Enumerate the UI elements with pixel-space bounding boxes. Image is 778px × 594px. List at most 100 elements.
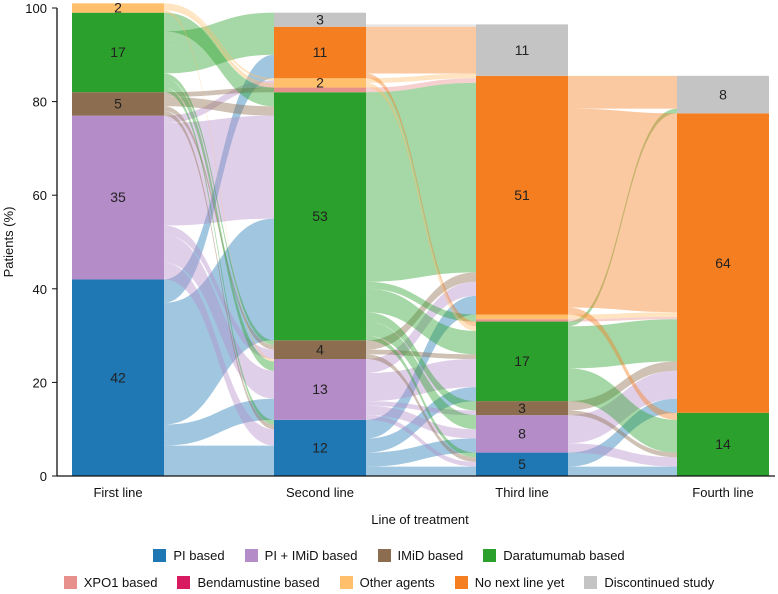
bar-segment-nonext — [476, 75, 568, 315]
flow-band — [568, 312, 677, 320]
flow-band — [164, 398, 274, 446]
y-tick-label: 20 — [33, 375, 47, 390]
bar-segment-disc — [476, 24, 568, 76]
y-tick-label: 80 — [33, 95, 47, 110]
flow-band — [366, 349, 476, 359]
flow-band — [366, 73, 476, 327]
legend-label: XPO1 based — [83, 575, 158, 590]
legend-swatch — [339, 576, 353, 589]
legend-item-benda: Bendamustine based — [177, 575, 320, 590]
bar-segment-other — [476, 314, 568, 320]
flow-band — [164, 26, 274, 74]
flow-band — [164, 225, 274, 359]
flow-band — [568, 108, 677, 313]
flow-band — [164, 263, 274, 446]
bar-segment-xpo1 — [274, 87, 366, 93]
flow-band — [568, 307, 677, 420]
flow-band — [366, 272, 476, 350]
flow-band — [568, 75, 677, 109]
flow-band — [366, 281, 476, 320]
legend-item-nonext: No next line yet — [454, 575, 565, 590]
flow-band — [164, 218, 274, 425]
flow-band — [366, 321, 476, 430]
legend-item-imid: IMiD based — [377, 548, 464, 563]
legend-label: Other agents — [359, 575, 435, 590]
legend-item-other: Other agents — [339, 575, 435, 590]
bar-value-label: 14 — [715, 436, 731, 452]
legend-item-dara: Daratumumab based — [483, 548, 625, 563]
bar-value-label: 64 — [715, 255, 731, 271]
flow-band — [366, 415, 476, 467]
bar-value-label: 11 — [313, 44, 328, 60]
bar-value-label: 13 — [312, 381, 328, 397]
y-tick-label: 60 — [33, 188, 47, 203]
x-tick-label: First line — [93, 485, 142, 500]
flow-band — [366, 405, 476, 439]
bar-segment-other — [274, 78, 366, 88]
bar-segment-dara — [274, 92, 366, 341]
flow-band — [366, 312, 476, 411]
flow-band — [366, 359, 476, 402]
legend-label: No next line yet — [474, 575, 565, 590]
flow-band — [164, 54, 274, 303]
flow-band — [366, 466, 476, 476]
flow-band — [366, 82, 476, 282]
legend-item-pi_imid: PI + IMiD based — [244, 548, 358, 563]
legend-label: IMiD based — [397, 548, 464, 563]
bar-value-label: 5 — [114, 96, 122, 112]
flow-band — [366, 78, 476, 93]
y-tick-label: 40 — [33, 282, 47, 297]
bar-segment-nonext — [274, 26, 366, 79]
flow-band — [164, 110, 274, 430]
flow-band — [568, 368, 677, 453]
legend-label: Discontinued study — [604, 575, 715, 590]
y-tick-label: 100 — [25, 1, 47, 16]
bar-segment-imid — [72, 92, 164, 116]
flow-band — [366, 75, 476, 83]
legend-swatch — [244, 549, 258, 562]
flow-band — [164, 115, 274, 226]
flow-band — [366, 401, 476, 416]
flow-band — [568, 370, 677, 444]
legend-swatch — [63, 576, 77, 589]
flow-band — [568, 316, 677, 322]
legend-label: PI based — [173, 548, 225, 563]
flow-band — [366, 281, 476, 374]
x-axis-title: Line of treatment — [371, 512, 469, 527]
bar-segment-dara — [72, 12, 164, 93]
bar-segment-disc — [677, 75, 769, 114]
y-axis-title: Patients (%) — [1, 207, 16, 278]
legend-swatch — [153, 549, 167, 562]
bar-segment-pi_imid — [476, 415, 568, 453]
bar-segment-pi — [72, 279, 164, 476]
bar-value-label: 3 — [518, 400, 526, 416]
bar-segment-imid — [476, 401, 568, 416]
flow-band — [164, 78, 274, 371]
legend-row-2: XPO1 based Bendamustine based Other agents… — [0, 575, 778, 590]
flow-band — [568, 443, 677, 467]
bar-segment-dara — [677, 412, 769, 476]
legend-swatch — [454, 576, 468, 589]
bar-value-label: 2 — [114, 0, 122, 16]
bar-value-label: 42 — [110, 369, 126, 385]
bar-value-label: 12 — [312, 440, 328, 456]
legend-label: Daratumumab based — [503, 548, 625, 563]
bar-segment-nonext — [677, 113, 769, 413]
flow-band — [366, 295, 476, 439]
flow-band — [366, 387, 476, 453]
flow-band — [568, 108, 677, 327]
axis-layer: Patients (%) Line of treatment 0 20 40 60 80… — [1, 1, 775, 527]
flow-band — [164, 87, 274, 97]
flow-band — [366, 286, 476, 322]
flow-band — [568, 319, 677, 369]
flow-band — [164, 96, 274, 116]
flow-band — [164, 10, 274, 362]
bar-value-label: 51 — [514, 187, 530, 203]
legend-item-disc: Discontinued study — [584, 575, 714, 590]
bar-segment-dara — [476, 321, 568, 402]
y-tick-label: 0 — [40, 469, 47, 484]
flow-band — [366, 288, 476, 355]
bar-value-label: 5 — [518, 456, 526, 472]
bar-value-label: 8 — [719, 86, 727, 102]
